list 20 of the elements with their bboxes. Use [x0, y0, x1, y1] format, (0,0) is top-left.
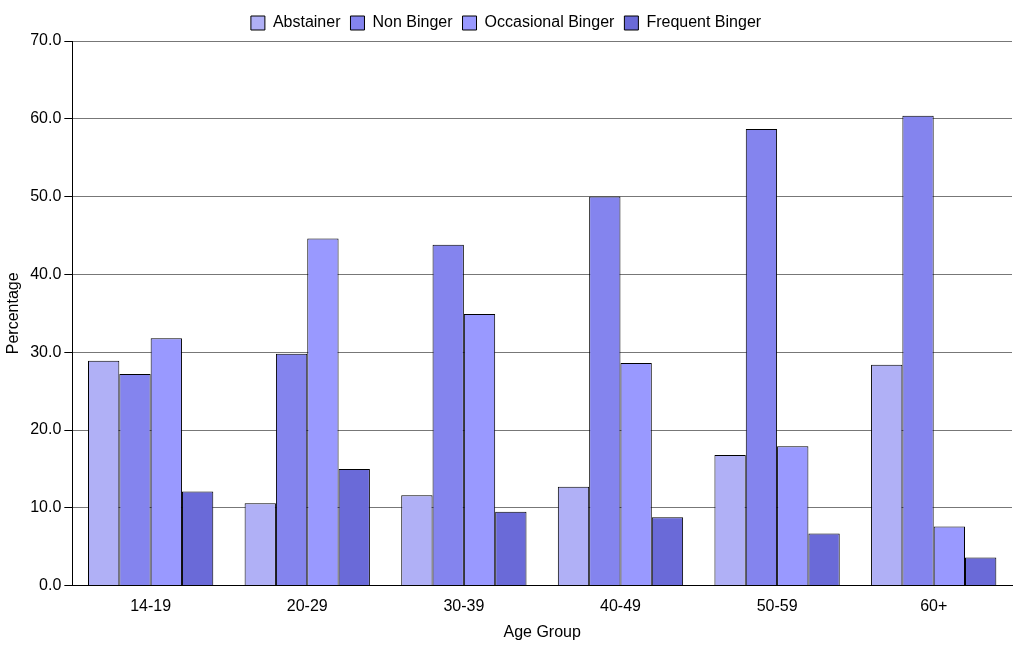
y-tick-label: 50.0: [30, 187, 62, 205]
y-tick-label: 30.0: [30, 342, 62, 360]
x-tick-label: 14-19: [130, 596, 172, 614]
y-tick-label: 10.0: [30, 498, 62, 516]
x-tick-label: 20-29: [286, 596, 328, 614]
legend-label: Frequent Binger: [646, 13, 762, 31]
y-tick-label: 70.0: [30, 31, 62, 49]
x-tick-label: 50-59: [756, 596, 798, 614]
x-axis-title: Age Group: [503, 622, 581, 640]
legend-label: Abstainer: [272, 13, 342, 31]
x-tick-label: 60+: [920, 596, 948, 614]
y-tick-label: 60.0: [30, 109, 62, 127]
x-tick-label: 30-39: [443, 596, 485, 614]
y-tick-label: 40.0: [30, 264, 62, 282]
x-tick-label: 40-49: [600, 596, 642, 614]
y-tick-label: 20.0: [30, 420, 62, 438]
legend-label: Occasional Binger: [484, 13, 616, 31]
y-tick-label: 0.0: [39, 576, 62, 594]
y-axis-title: Percentage: [4, 272, 22, 355]
legend-label: Non Binger: [372, 13, 454, 31]
